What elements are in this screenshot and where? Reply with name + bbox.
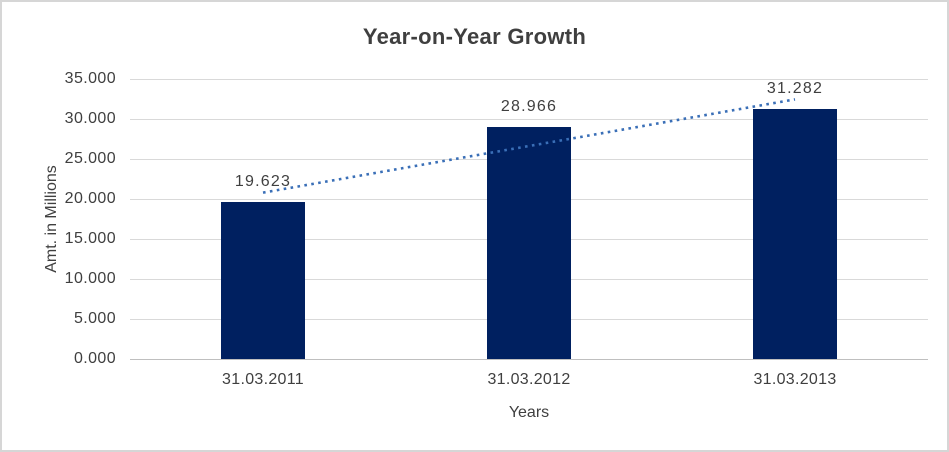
bar — [221, 202, 305, 359]
bar-value-label: 19.623 — [234, 173, 292, 191]
y-tick-label: 25.000 — [64, 150, 116, 167]
x-axis-line — [130, 358, 928, 360]
y-tick-label: 20.000 — [64, 190, 116, 207]
x-tick-label: 31.03.2013 — [753, 371, 837, 388]
y-axis-title: Amt. in Millions — [43, 165, 60, 273]
x-tick-label: 31.03.2011 — [222, 371, 304, 388]
y-tick-label: 10.000 — [64, 270, 116, 287]
y-tick-label: 35.000 — [64, 70, 116, 87]
y-tick-label: 15.000 — [64, 230, 116, 247]
x-tick-label: 31.03.2012 — [487, 371, 571, 388]
bar — [753, 108, 837, 359]
chart-title: Year-on-Year Growth — [362, 24, 587, 49]
x-axis-title: Years — [508, 404, 550, 421]
y-tick-label: 5.000 — [73, 310, 116, 327]
y-tick-label: 30.000 — [64, 110, 116, 127]
gridline — [130, 78, 928, 80]
bar-value-label: 28.966 — [500, 98, 558, 116]
bar — [487, 127, 571, 359]
bar-value-label: 31.282 — [766, 79, 824, 97]
y-tick-label: 0.000 — [73, 350, 116, 367]
